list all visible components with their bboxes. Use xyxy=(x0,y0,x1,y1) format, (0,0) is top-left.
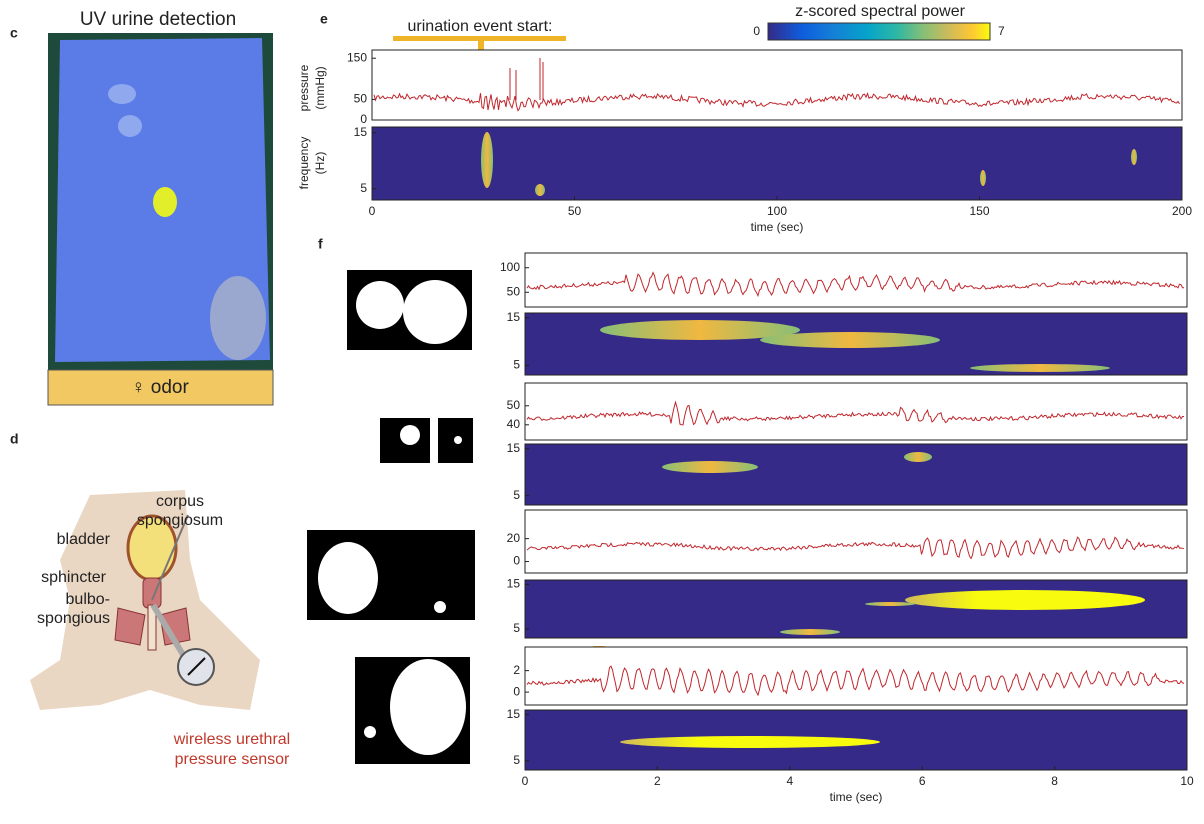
label: bulbo- xyxy=(66,591,110,608)
figure: c UV urine detection ♀ odor d corpus spo… xyxy=(0,0,1204,819)
y-tick-label: 15 xyxy=(507,441,521,455)
y-tick-label: 5 xyxy=(513,621,520,635)
y-tick-label: 50 xyxy=(507,398,521,412)
spectral-blob xyxy=(662,461,758,473)
colorbar-tick-label: 0 xyxy=(753,24,760,38)
axes xyxy=(372,127,1182,200)
y-tick-label: 50 xyxy=(507,284,521,298)
spectral-blob xyxy=(535,184,545,196)
y-tick-label: 15 xyxy=(507,577,521,591)
label: spongiosum xyxy=(137,512,223,529)
axes xyxy=(525,253,1187,307)
panel-letter: e xyxy=(320,11,328,27)
y-tick-label: 0 xyxy=(513,684,520,698)
y-axis-label: frequency xyxy=(297,137,311,190)
y-tick-label: 100 xyxy=(500,260,520,274)
colorbar xyxy=(768,23,990,40)
label: pressure sensor xyxy=(175,751,290,768)
x-tick-label: 0 xyxy=(369,204,376,218)
label: wireless urethral xyxy=(173,731,290,748)
binary-masks xyxy=(307,270,475,764)
x-tick-label: 8 xyxy=(1051,774,1058,788)
y-axis-label: (mmHg) xyxy=(313,66,327,109)
y-tick-label: 0 xyxy=(513,554,520,568)
axes xyxy=(525,444,1187,505)
spectral-blob xyxy=(905,590,1145,610)
label: sphincter xyxy=(41,569,107,586)
spectral-blob xyxy=(760,332,940,348)
axes xyxy=(525,383,1187,440)
x-tick-label: 0 xyxy=(522,774,529,788)
y-tick-label: 5 xyxy=(513,488,520,502)
y-tick-label: 40 xyxy=(507,417,521,431)
y-tick-label: 15 xyxy=(354,125,368,139)
spectral-blob xyxy=(865,602,915,606)
y-axis-label: (Hz) xyxy=(313,152,327,175)
y-tick-label: 15 xyxy=(507,707,521,721)
y-tick-label: 15 xyxy=(507,310,521,324)
x-axis-label: time (sec) xyxy=(830,790,883,804)
y-axis-label: pressure xyxy=(297,64,311,111)
axes xyxy=(525,580,1187,638)
x-tick-label: 100 xyxy=(767,204,787,218)
odor-label: ♀ odor xyxy=(131,377,189,398)
y-tick-label: 20 xyxy=(507,531,521,545)
spectral-blob xyxy=(970,364,1110,372)
uv-photo xyxy=(48,33,273,370)
panel-letter: d xyxy=(10,431,19,447)
spectral-blob xyxy=(980,170,986,186)
x-tick-label: 6 xyxy=(919,774,926,788)
spectral-blob xyxy=(481,132,493,188)
panel-title: UV urine detection xyxy=(80,9,236,30)
x-tick-label: 50 xyxy=(568,204,582,218)
panel-letter: f xyxy=(318,236,323,252)
panel-letter: c xyxy=(10,25,18,41)
x-axis-label: time (sec) xyxy=(751,220,804,234)
y-tick-label: 5 xyxy=(513,358,520,372)
y-tick-label: 5 xyxy=(513,753,520,767)
spectral-blob xyxy=(620,736,880,748)
x-tick-label: 2 xyxy=(654,774,661,788)
label: corpus xyxy=(156,493,204,510)
y-tick-label: 5 xyxy=(360,181,367,195)
label: spongious xyxy=(37,610,110,627)
spectral-blob xyxy=(1131,149,1137,165)
x-tick-label: 150 xyxy=(969,204,989,218)
y-tick-label: 150 xyxy=(347,50,367,64)
x-tick-label: 200 xyxy=(1172,204,1192,218)
x-tick-label: 4 xyxy=(786,774,793,788)
label: bladder xyxy=(57,531,111,548)
colorbar-title: z-scored spectral power xyxy=(795,3,966,20)
y-tick-label: 50 xyxy=(354,92,368,106)
colorbar-tick-label: 7 xyxy=(998,24,1005,38)
spectral-blob xyxy=(904,452,932,462)
annotation: urination event start: xyxy=(408,18,553,35)
y-tick-label: 2 xyxy=(513,663,520,677)
x-tick-label: 10 xyxy=(1180,774,1194,788)
spectral-blob xyxy=(780,629,840,635)
